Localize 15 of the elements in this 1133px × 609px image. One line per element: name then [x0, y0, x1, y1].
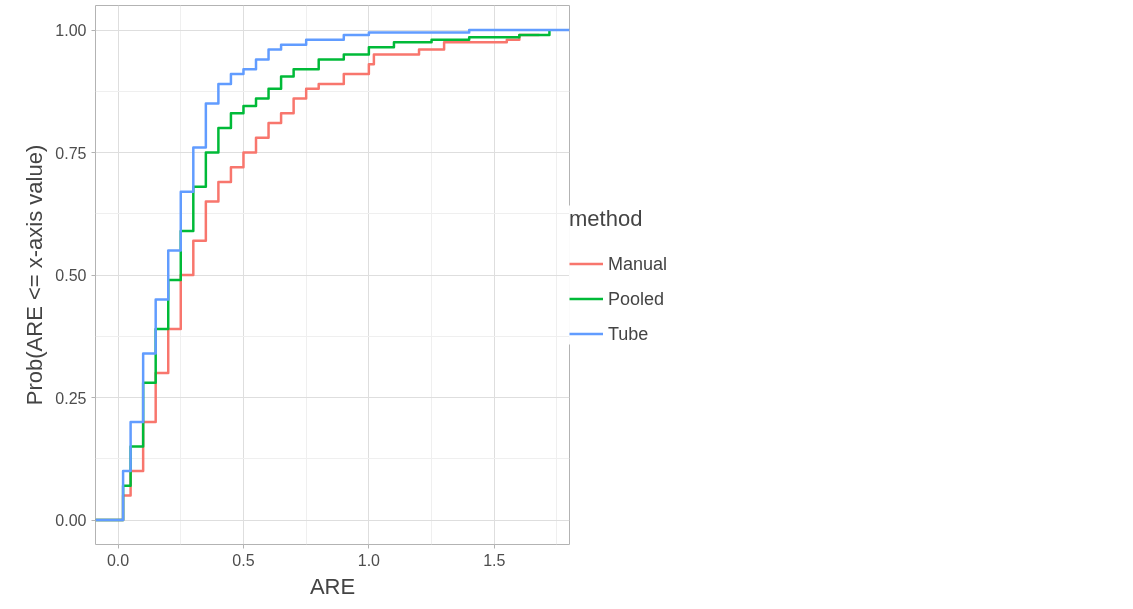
legend-title: method — [569, 205, 644, 231]
x-tick-label: 1.0 — [357, 551, 381, 569]
y-tick-label: 0.00 — [55, 512, 87, 529]
y-tick-label: 1.00 — [55, 22, 87, 39]
y-tick-label: 0.75 — [55, 144, 87, 162]
y-tick-label: 0.25 — [55, 389, 87, 407]
x-tick-label: 0.0 — [106, 551, 130, 569]
y-tick-label: 0.50 — [55, 267, 87, 284]
legend-label: Pooled — [608, 288, 665, 309]
x-tick-label: 0.5 — [232, 551, 255, 569]
x-tick-label: 1.5 — [483, 551, 506, 569]
y-axis-title: Prob(ARE <= x-axis value) — [22, 144, 48, 406]
legend-label: Manual — [608, 253, 668, 274]
x-axis-title: ARE — [309, 573, 356, 599]
legend-label: Tube — [608, 323, 649, 344]
